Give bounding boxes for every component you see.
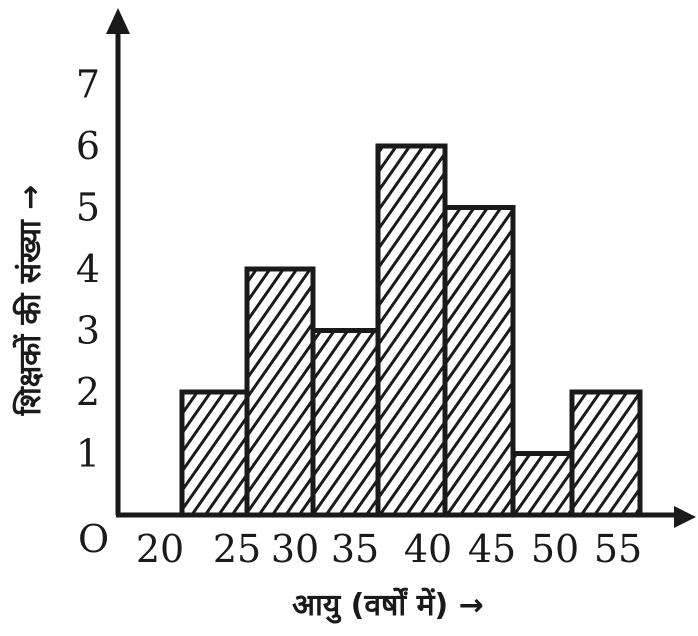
y-tick-label: 6 — [76, 124, 100, 168]
x-tick-label: 55 — [594, 527, 642, 571]
y-tick-label: 2 — [76, 370, 100, 414]
y-tick-label: 1 — [76, 432, 100, 476]
x-tick-label: 45 — [468, 527, 516, 571]
bar-30-35 — [310, 328, 381, 518]
x-tick-label: 20 — [136, 527, 184, 571]
bars-group — [179, 143, 643, 518]
bar-25-30 — [244, 266, 316, 518]
x-tick-labels: 20 25 30 35 40 45 50 55 — [136, 527, 642, 571]
bar-40-45 — [442, 205, 516, 518]
bar-50-55 — [569, 389, 643, 518]
y-axis-title: शिक्षकों की संख्या → — [12, 185, 48, 417]
y-tick-label: 7 — [76, 63, 100, 107]
x-axis-title: आयु (वर्षों में) → — [292, 587, 484, 624]
x-tick-label: 30 — [271, 527, 319, 571]
y-tick-label: 4 — [76, 247, 100, 291]
x-tick-label: 40 — [404, 527, 452, 571]
x-tick-label: 50 — [531, 527, 579, 571]
y-tick-label: 3 — [76, 309, 100, 353]
origin-label: O — [78, 517, 109, 561]
y-axis-arrow-icon — [106, 8, 130, 34]
bar-20-25 — [179, 389, 250, 518]
x-tick-label: 25 — [213, 527, 261, 571]
bar-45-50 — [510, 451, 575, 518]
y-tick-labels: 1 2 3 4 5 6 7 — [76, 63, 100, 476]
bar-35-40 — [375, 143, 448, 518]
x-axis-arrow-icon — [674, 506, 696, 528]
y-tick-label: 5 — [76, 186, 100, 230]
x-tick-label: 35 — [331, 527, 379, 571]
